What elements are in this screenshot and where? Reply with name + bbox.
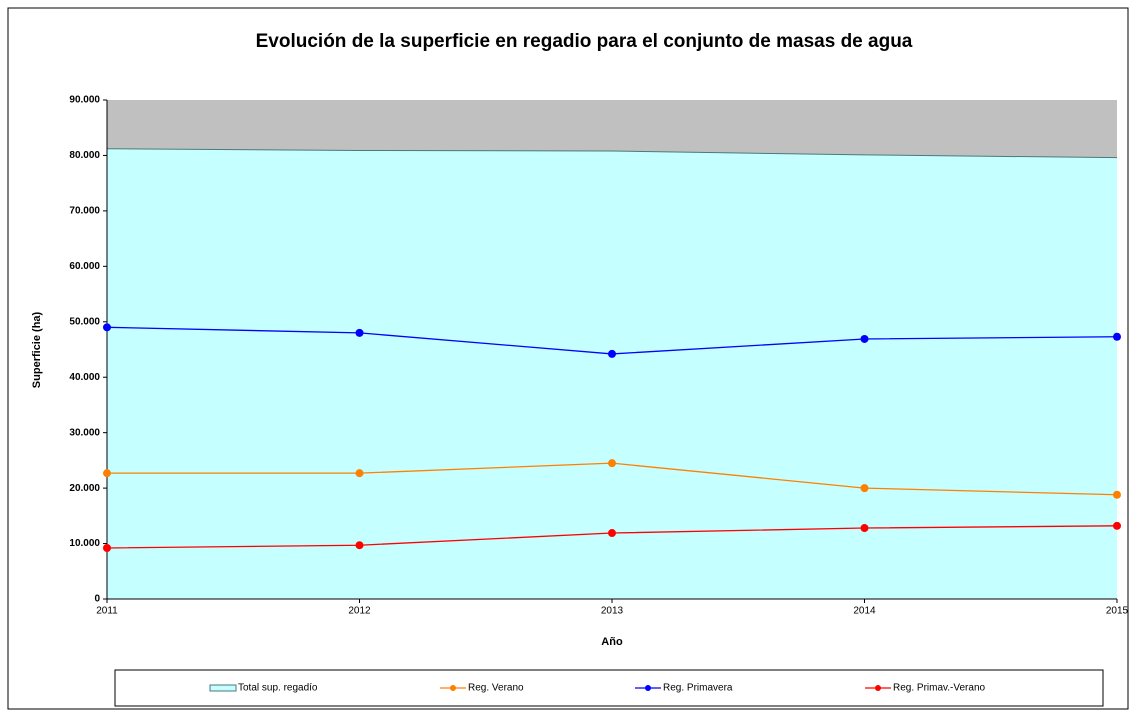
x-tick-label: 2015 bbox=[1106, 606, 1129, 617]
x-tick-label: 2012 bbox=[348, 606, 371, 617]
point bbox=[608, 349, 616, 358]
legend-label: Total sup. regadío bbox=[238, 683, 318, 694]
legend-marker bbox=[450, 685, 456, 691]
legend-swatch bbox=[209, 684, 237, 692]
point bbox=[355, 541, 364, 550]
point bbox=[103, 469, 111, 478]
x-tick-label: 2011 bbox=[96, 606, 118, 617]
point bbox=[1113, 521, 1121, 530]
y-tick-label: 60.000 bbox=[69, 261, 100, 272]
chart-title: Evolución de la superficie en regadio pa… bbox=[256, 31, 913, 52]
point bbox=[103, 323, 111, 332]
point bbox=[103, 543, 111, 552]
point bbox=[860, 484, 869, 493]
point bbox=[860, 334, 869, 343]
point bbox=[608, 459, 616, 468]
y-tick-label: 40.000 bbox=[69, 372, 100, 383]
point bbox=[1113, 490, 1121, 499]
y-tick-label: 80.000 bbox=[69, 150, 100, 161]
legend-label: Reg. Primavera bbox=[663, 683, 733, 694]
y-tick-label: 90.000 bbox=[69, 95, 100, 106]
point bbox=[1113, 332, 1121, 341]
point bbox=[355, 328, 364, 337]
area-edge bbox=[106, 148, 1118, 159]
legend-label: Reg. Primav.-Verano bbox=[893, 683, 986, 694]
y-tick-label: 30.000 bbox=[69, 427, 100, 438]
y-tick-label: 0 bbox=[94, 594, 100, 605]
x-tick-label: 2014 bbox=[853, 606, 876, 617]
x-tick-label: 2013 bbox=[601, 606, 624, 617]
y-tick-label: 10.000 bbox=[69, 538, 100, 549]
point bbox=[608, 529, 616, 538]
y-tick-label: 20.000 bbox=[69, 483, 100, 494]
legend-label: Reg. Verano bbox=[468, 683, 524, 694]
y-axis-title: Superficie (ha) bbox=[31, 311, 43, 388]
y-tick-label: 50.000 bbox=[69, 316, 100, 327]
legend-box bbox=[114, 669, 1104, 707]
point bbox=[355, 469, 364, 478]
y-tick-label: 70.000 bbox=[69, 206, 100, 217]
point bbox=[860, 524, 869, 533]
legend-marker bbox=[875, 685, 881, 691]
x-axis-title: Año bbox=[601, 636, 623, 648]
legend-marker bbox=[645, 685, 651, 691]
